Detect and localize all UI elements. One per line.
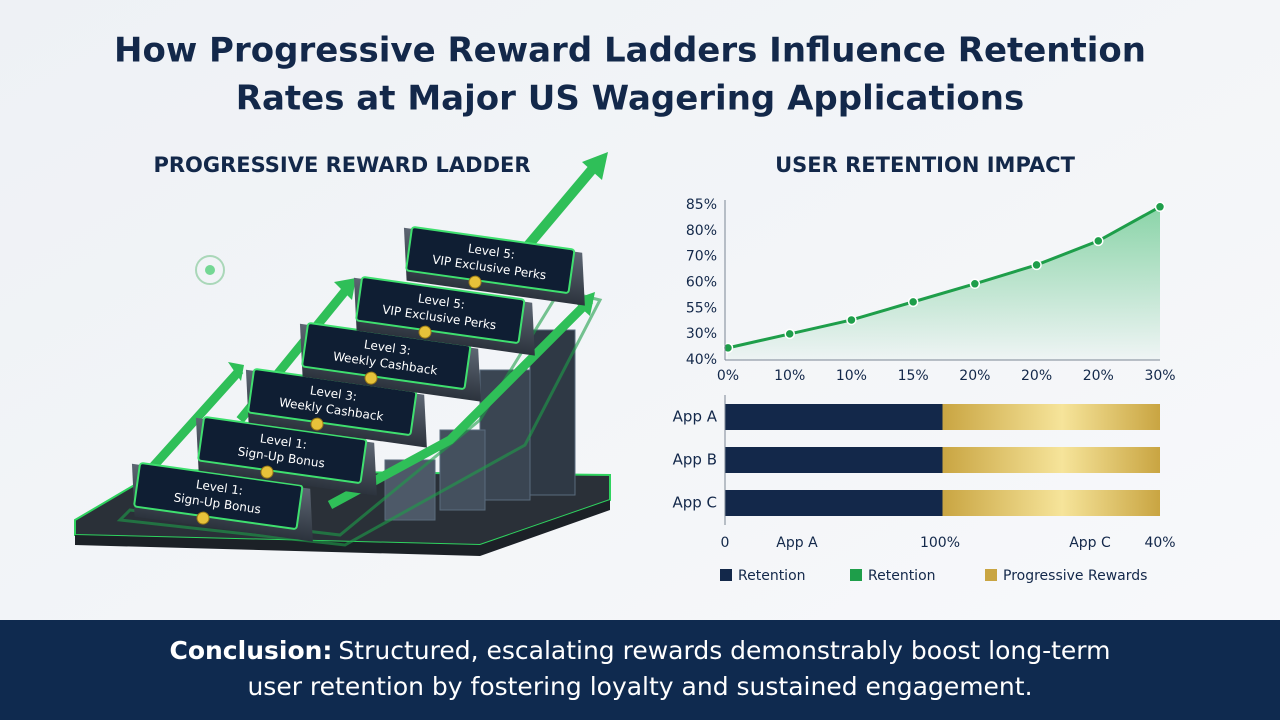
step-panel (355, 276, 526, 344)
point (846, 314, 857, 326)
point (722, 342, 734, 354)
chart-title: USER RETENTION IMPACT (775, 153, 1075, 177)
point (1031, 259, 1042, 271)
conclusion-text: Structured, escalating rewards demonstra… (338, 636, 1110, 665)
y-tick-label: 85% (686, 197, 717, 213)
x-tick-label: 20% (959, 368, 990, 384)
y-tick-label: App C (672, 494, 717, 512)
ladder-step: Level 5:VIP Exclusive Perks (353, 276, 535, 356)
step-level: Level 1: (195, 477, 244, 497)
area (728, 206, 1160, 360)
ladder-step: Level 1:Sign-Up Bonus (195, 416, 377, 496)
x-tick-label: 20% (1083, 368, 1114, 384)
y-tick-label: App A (673, 408, 718, 426)
step-level: Level 5: (417, 291, 466, 311)
coin (418, 325, 432, 339)
coin (310, 417, 324, 431)
title-line: How Progressive Reward Ladders Influence… (114, 31, 1146, 71)
ladder-step: Level 3:Weekly Cashback (245, 368, 427, 448)
step-level: Level 3: (363, 337, 412, 357)
y-tick-label: 30% (686, 326, 717, 342)
step-level: Level 1: (259, 431, 308, 451)
x-tick-label: 0% (717, 368, 739, 384)
title-line: Rates at Major US Wagering Applications (236, 79, 1024, 119)
y-tick-label: 70% (686, 249, 717, 265)
x-tick-label: 15% (898, 368, 929, 384)
conclusion-label: Conclusion: (169, 636, 332, 665)
step-panel (405, 226, 576, 294)
y-tick-label: 55% (686, 300, 717, 316)
point (907, 296, 919, 308)
bar-segment (942, 490, 1160, 516)
x-tick-label: App A (776, 535, 818, 551)
x-tick-label: App C (1069, 535, 1111, 551)
y-tick-label: 40% (686, 352, 717, 368)
step-level: Level 3: (309, 383, 358, 403)
y-tick-label: 60% (686, 275, 717, 291)
x-tick-label: 20% (1021, 368, 1052, 384)
legend-label: Retention (868, 568, 936, 584)
legend-swatch (850, 569, 862, 581)
y-tick-label: App B (673, 451, 717, 469)
bar-segment (725, 447, 943, 473)
coin (260, 465, 274, 479)
coin (196, 511, 210, 525)
x-tick-label: 30% (1144, 368, 1175, 384)
bar-segment (942, 447, 1160, 473)
coin (364, 371, 378, 385)
x-tick-label: 40% (1144, 535, 1175, 551)
x-tick-label: 100% (920, 535, 960, 551)
ladder-step: Level 5:VIP Exclusive Perks (403, 226, 585, 306)
point (784, 328, 795, 340)
legend-swatch (720, 569, 732, 581)
point (1093, 235, 1104, 247)
ladder-step: Level 1:Sign-Up Bonus (131, 462, 313, 542)
conclusion-line: Conclusion: Structured, escalating reward… (169, 636, 1110, 665)
ladder-step: Level 3:Weekly Cashback (299, 322, 481, 402)
bar-segment (725, 404, 943, 430)
coin (468, 275, 482, 289)
step-panel (133, 462, 304, 530)
line (727, 205, 1161, 350)
y-tick-label: 80% (686, 223, 717, 239)
legend-label: Progressive Rewards (1003, 568, 1147, 584)
conclusion-text: user retention by fostering loyalty and … (247, 672, 1032, 701)
ladder-heading: PROGRESSIVE REWARD LADDER (153, 153, 530, 177)
bar-segment (942, 404, 1160, 430)
point (1154, 201, 1166, 213)
legend-label: Retention (738, 568, 806, 584)
step-level: Level 5: (467, 241, 516, 261)
x-tick-label: 0 (721, 535, 730, 551)
step-panel (197, 416, 368, 484)
x-tick-label: 10% (836, 368, 867, 384)
conclusion-banner (0, 620, 1280, 720)
legend-swatch (985, 569, 997, 581)
point (969, 278, 981, 290)
bar-segment (725, 490, 943, 516)
x-tick-label: 10% (774, 368, 805, 384)
